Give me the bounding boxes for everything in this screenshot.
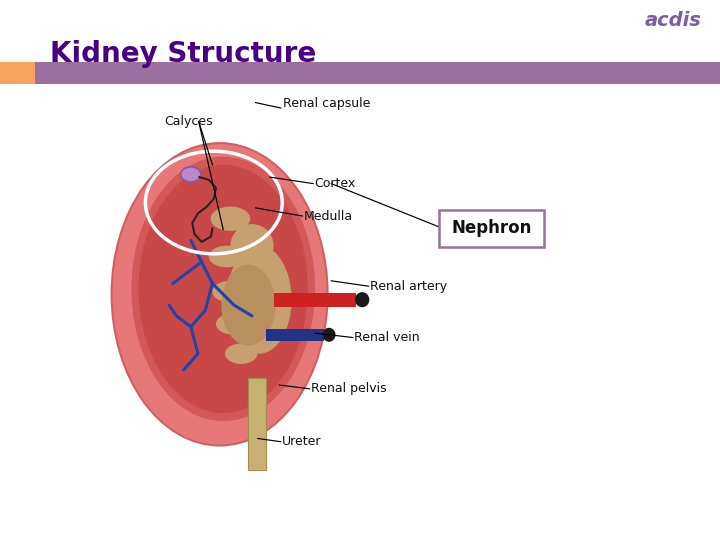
Bar xyxy=(266,329,324,341)
Ellipse shape xyxy=(216,313,252,335)
Ellipse shape xyxy=(230,224,274,267)
Text: Medulla: Medulla xyxy=(304,210,353,222)
Text: Kidney Structure: Kidney Structure xyxy=(50,40,317,69)
Text: Renal artery: Renal artery xyxy=(370,280,447,293)
Ellipse shape xyxy=(222,265,275,346)
Ellipse shape xyxy=(209,246,245,267)
Ellipse shape xyxy=(323,328,336,342)
Bar xyxy=(248,378,266,470)
FancyBboxPatch shape xyxy=(439,210,544,247)
Bar xyxy=(274,293,356,307)
Bar xyxy=(35,62,720,84)
Text: Nephron: Nephron xyxy=(451,219,531,238)
Text: acdis: acdis xyxy=(645,11,702,30)
Ellipse shape xyxy=(112,143,328,446)
Ellipse shape xyxy=(138,165,307,413)
Circle shape xyxy=(181,167,201,182)
Bar xyxy=(0,62,35,84)
Text: Renal vein: Renal vein xyxy=(354,331,420,344)
Ellipse shape xyxy=(131,157,315,421)
Text: Renal pelvis: Renal pelvis xyxy=(311,382,387,395)
Text: Calyces: Calyces xyxy=(164,115,213,128)
Ellipse shape xyxy=(212,281,248,302)
Text: Ureter: Ureter xyxy=(282,435,322,448)
Ellipse shape xyxy=(210,206,251,231)
Ellipse shape xyxy=(355,292,369,307)
Ellipse shape xyxy=(227,246,292,354)
Ellipse shape xyxy=(225,343,258,364)
Text: Cortex: Cortex xyxy=(315,177,356,190)
Text: Renal capsule: Renal capsule xyxy=(283,97,370,110)
